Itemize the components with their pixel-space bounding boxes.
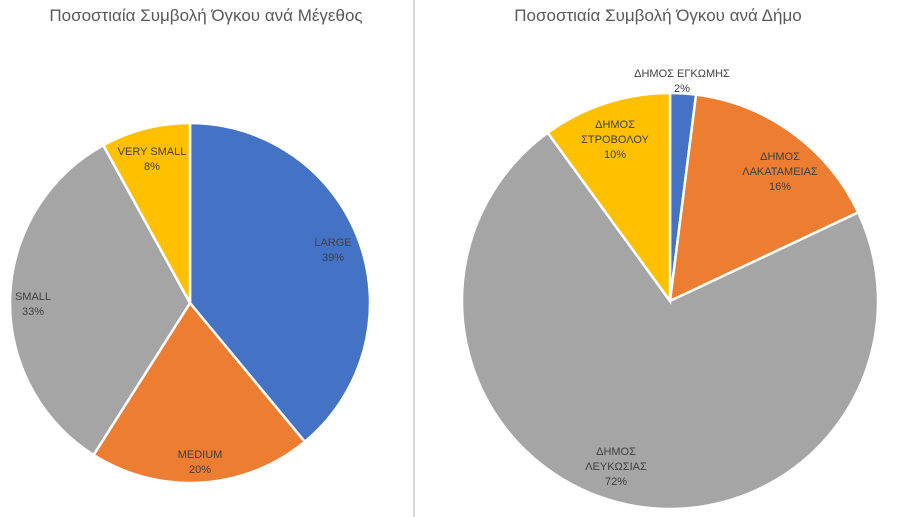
municipality-label-δημος-λακαταμειας: ΔΗΜΟΣ ΛΑΚΑΤΑΜΕΙΑΣ 16% bbox=[742, 151, 818, 193]
size-label-large: LARGE 39% bbox=[314, 237, 351, 264]
municipality-chart-panel: Ποσοστιαία Συμβολή Όγκου ανά Δήμο ΔΗΜΟΣ … bbox=[416, 0, 900, 517]
municipality-pie-chart: ΔΗΜΟΣ ΕΓΚΩΜΗΣ 2% ΔΗΜΟΣ ΛΑΚΑΤΑΜΕΙΑΣ 16% ΔΗΜΟΣ Λ… bbox=[460, 68, 880, 511]
size-slice-very-small bbox=[101, 121, 192, 304]
size-label-very-small: VERY SMALL 8% bbox=[118, 146, 187, 173]
municipality-slice-δημος-λευκωσιας bbox=[460, 130, 880, 511]
municipality-label-δημος-εγκωμης: ΔΗΜΟΣ ΕΓΚΩΜΗΣ 2% bbox=[634, 68, 730, 95]
municipality-slice-δημος-στροβολου bbox=[545, 91, 672, 305]
chart-divider bbox=[413, 0, 415, 517]
size-slice-large bbox=[188, 121, 372, 444]
municipality-chart-title: Ποσοστιαία Συμβολή Όγκου ανά Δήμο bbox=[514, 6, 802, 25]
size-label-small: SMALL 33% bbox=[15, 291, 51, 318]
size-pie-chart: LARGE 39% MEDIUM 20% SMALL 33% VERY SMALL 8% bbox=[8, 121, 372, 485]
size-chart-title: Ποσοστιαία Συμβολή Όγκου ανά Μέγεθος bbox=[49, 6, 363, 25]
size-chart-panel: Ποσοστιαία Συμβολή Όγκου ανά Μέγεθος LAR… bbox=[0, 0, 412, 517]
municipality-label-δημος-στροβολου: ΔΗΜΟΣ ΣΤΡΟΒΟΛΟΥ 10% bbox=[581, 119, 649, 161]
municipality-slice-δημος-λακαταμειας bbox=[668, 93, 860, 304]
municipality-label-δημος-λευκωσιας: ΔΗΜΟΣ ΛΕΥΚΩΣΙΑΣ 72% bbox=[585, 446, 647, 488]
size-slice-medium bbox=[91, 300, 307, 485]
size-label-medium: MEDIUM 20% bbox=[178, 449, 223, 476]
